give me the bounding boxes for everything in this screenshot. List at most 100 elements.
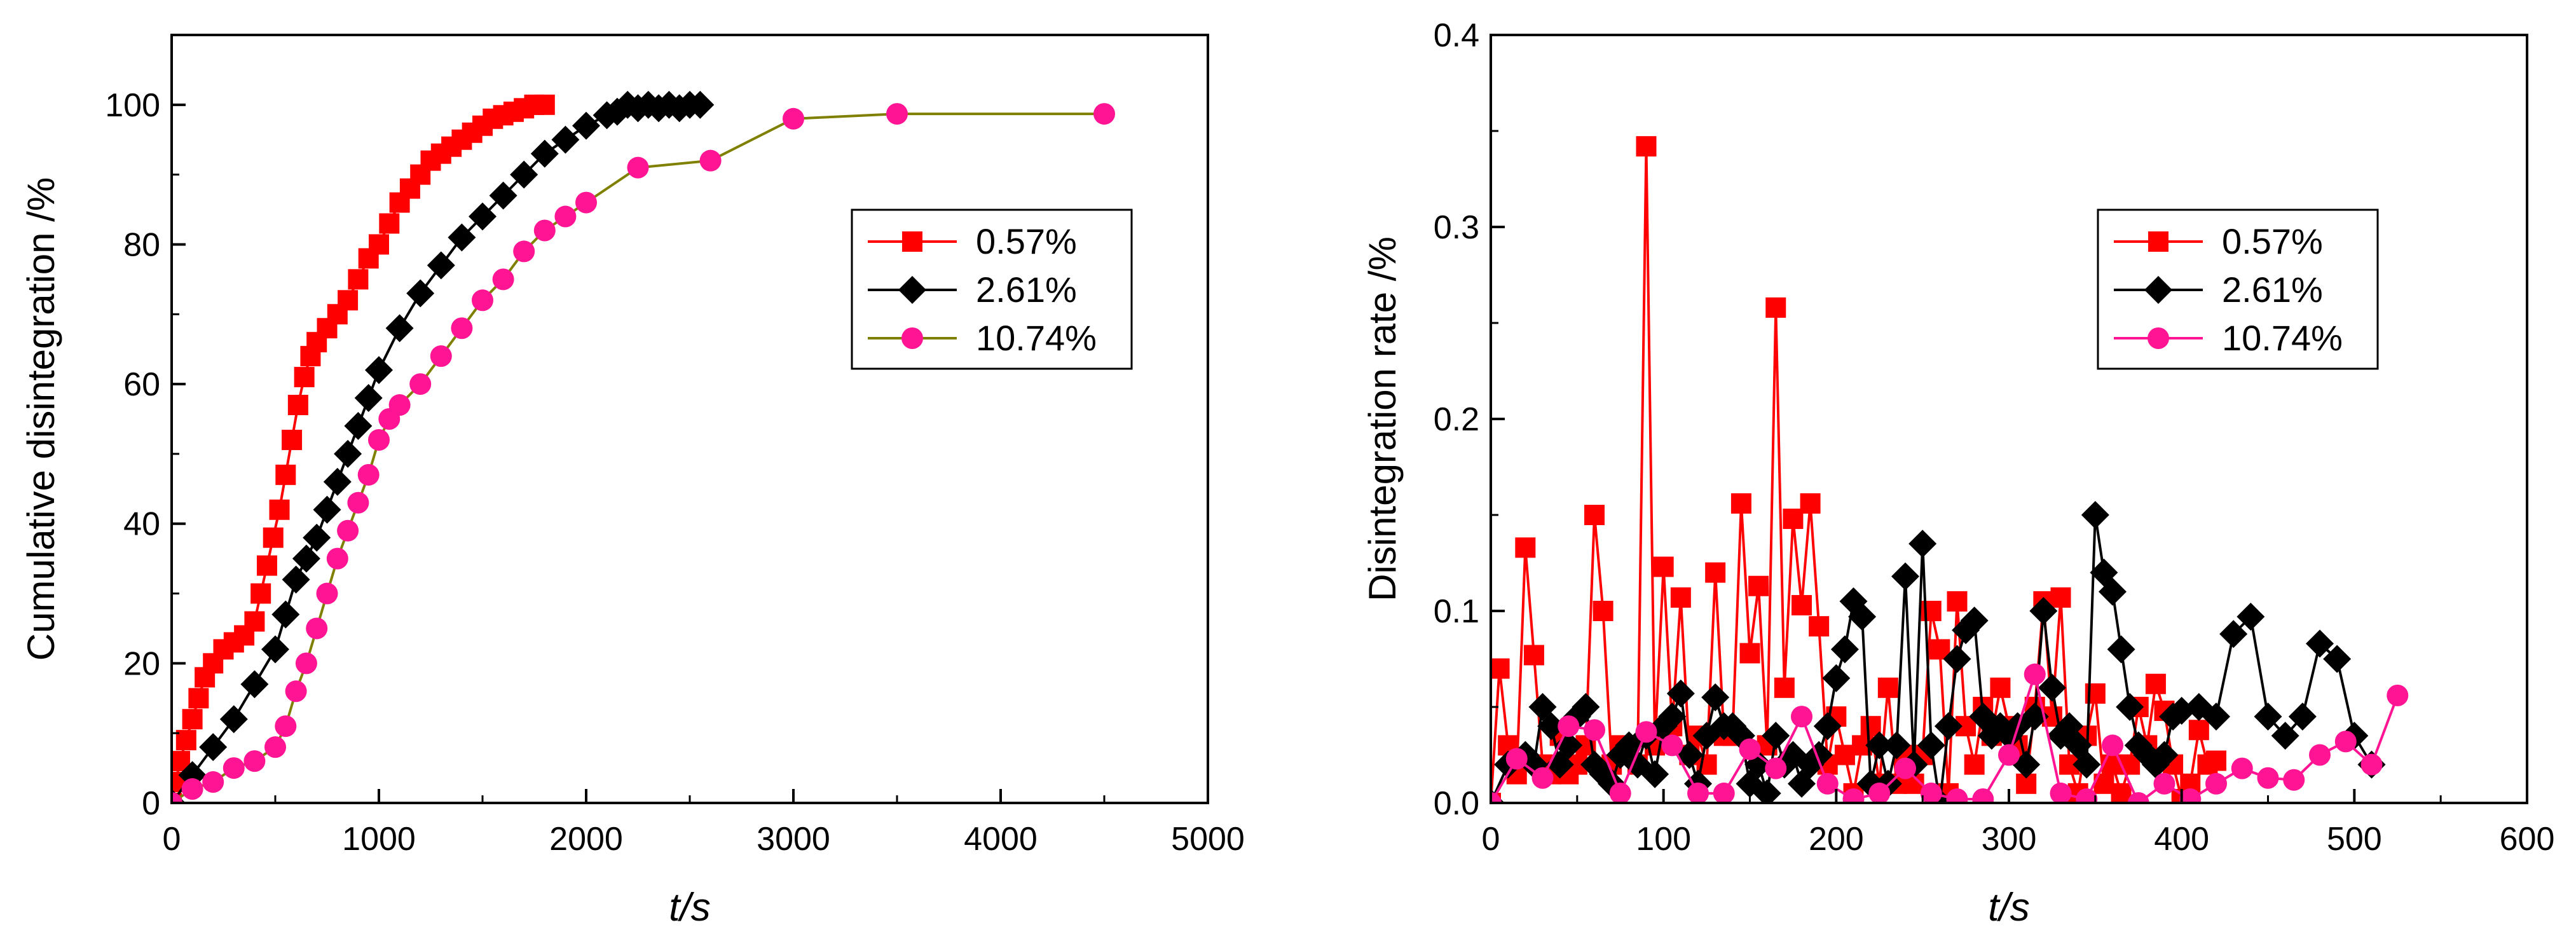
legend: 0.57% 2.61% 10.74% xyxy=(851,209,1133,370)
data-point-0-17 xyxy=(282,429,303,450)
data-point-0-16 xyxy=(275,464,296,485)
data-point-2-28 xyxy=(699,149,722,172)
data-point-2-3 xyxy=(1558,715,1580,737)
data-point-0-13 xyxy=(256,555,277,576)
data-point-1-72 xyxy=(2116,693,2144,721)
x-tick-label: 100 xyxy=(1636,821,1691,858)
x-tick-label: 200 xyxy=(1809,821,1864,858)
data-point-0-73 xyxy=(2111,783,2132,803)
data-point-2-0 xyxy=(172,792,182,803)
data-point-0-24 xyxy=(338,290,359,311)
data-point-1-24 xyxy=(551,125,580,154)
data-point-1-67 xyxy=(2072,750,2101,779)
data-point-1-13 xyxy=(344,411,373,440)
x-tick-label: 400 xyxy=(2154,821,2209,858)
x-tick-label: 0 xyxy=(1482,821,1500,858)
data-point-2-1 xyxy=(1505,748,1528,770)
data-point-2-7 xyxy=(285,680,307,703)
x-axis-label: t/s xyxy=(669,886,710,929)
data-point-1-43 xyxy=(1865,731,1894,760)
data-point-1-22 xyxy=(510,160,538,189)
data-point-2-11 xyxy=(326,547,348,570)
y-tick-label: 0.0 xyxy=(1434,785,1479,822)
data-point-2-5 xyxy=(264,736,286,758)
data-point-2-26 xyxy=(575,191,597,214)
data-point-0-29 xyxy=(1730,493,1751,514)
data-point-2-15 xyxy=(1868,782,1891,803)
data-point-1-16 xyxy=(385,314,414,343)
data-point-2-23 xyxy=(513,240,535,263)
data-point-1-21 xyxy=(489,181,517,210)
x-tick-label: 3000 xyxy=(757,821,830,858)
data-point-2-2 xyxy=(202,771,224,793)
data-point-2-30 xyxy=(2257,767,2279,789)
data-point-1-8 xyxy=(292,544,320,573)
data-point-2-21 xyxy=(472,289,493,312)
data-point-2-10 xyxy=(316,582,338,605)
data-point-1-51 xyxy=(1934,712,1963,741)
x-axis-label-var: t xyxy=(1988,886,2001,929)
data-point-2-19 xyxy=(430,345,452,367)
data-point-2-6 xyxy=(1635,721,1657,743)
data-point-1-9 xyxy=(1572,693,1600,721)
data-point-1-12 xyxy=(334,439,362,468)
data-point-2-14 xyxy=(357,463,380,486)
data-point-2-23 xyxy=(2076,788,2098,803)
data-point-2-25 xyxy=(2127,792,2149,803)
data-point-0-59 xyxy=(1990,677,2011,698)
data-point-1-30 xyxy=(1753,779,1781,803)
data-point-1-11 xyxy=(323,467,352,496)
left-chart-panel: 0 1000 2000 3000 4000 5000 0 20 40 60 80 100 t/s Cumu… xyxy=(20,34,1245,929)
x-axis-label: t/s xyxy=(1988,886,2029,929)
data-point-1-23 xyxy=(530,139,559,168)
y-tick-label: 0.3 xyxy=(1434,209,1479,246)
data-point-1-48 xyxy=(1908,530,1937,558)
data-point-0-12 xyxy=(1584,505,1605,525)
data-point-1-68 xyxy=(2081,501,2109,529)
data-point-0-12 xyxy=(250,583,271,604)
data-point-0-46 xyxy=(1877,677,1898,698)
data-point-0-33 xyxy=(1765,297,1786,318)
data-point-2-4 xyxy=(243,750,266,772)
data-point-1-9 xyxy=(303,523,331,552)
data-point-0-34 xyxy=(1774,677,1795,698)
data-point-0-28 xyxy=(379,213,400,234)
data-point-2-24 xyxy=(533,219,556,242)
data-point-1-70 xyxy=(2099,577,2127,606)
data-point-2-34 xyxy=(2360,753,2383,776)
data-point-1-38 xyxy=(1822,664,1851,692)
data-point-1-36 xyxy=(1805,741,1833,769)
x-tick-label: 4000 xyxy=(964,821,1038,858)
data-point-1-83 xyxy=(2254,703,2282,731)
data-point-1-41 xyxy=(1848,603,1877,631)
data-point-2-1 xyxy=(181,778,203,800)
data-point-2-12 xyxy=(1791,706,1812,728)
data-point-0-84 xyxy=(2206,750,2226,771)
data-point-1-82 xyxy=(2237,603,2265,631)
data-point-1-45 xyxy=(1882,731,1911,760)
data-point-2-24 xyxy=(2102,734,2123,757)
data-point-2-26 xyxy=(2153,772,2175,795)
data-point-0-15 xyxy=(269,499,290,520)
data-point-2-17 xyxy=(388,394,411,416)
x-axis-label-unit: /s xyxy=(678,886,711,929)
data-point-1-39 xyxy=(1830,635,1859,664)
data-point-1-24 xyxy=(1701,683,1730,711)
data-point-2-20 xyxy=(451,317,473,339)
data-point-1-35 xyxy=(686,90,715,119)
data-point-2-33 xyxy=(2334,730,2357,753)
data-point-1-86 xyxy=(2306,629,2334,658)
x-tick-label: 500 xyxy=(2327,821,2382,858)
data-point-2-18 xyxy=(1946,788,1968,803)
legend-label-1: 2.61% xyxy=(976,270,1077,310)
legend-marker-2 xyxy=(901,327,923,349)
data-point-1-20 xyxy=(469,202,497,231)
x-axis-label-var: t xyxy=(669,886,682,929)
data-point-2-27 xyxy=(2179,788,2202,803)
data-point-2-29 xyxy=(783,107,804,130)
data-point-0-22 xyxy=(1670,587,1691,608)
data-point-1-54 xyxy=(1960,607,1989,635)
data-point-1-6 xyxy=(271,600,300,629)
x-tick-label: 1000 xyxy=(342,821,416,858)
